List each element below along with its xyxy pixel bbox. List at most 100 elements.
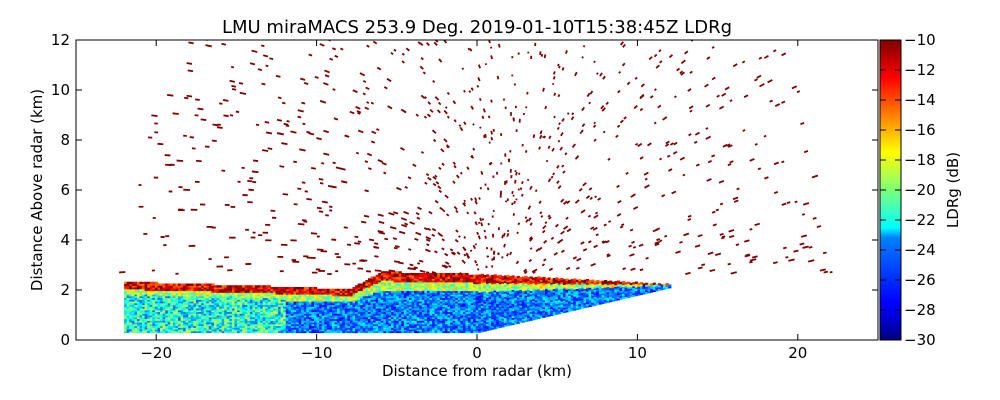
ldr-cell — [347, 299, 351, 302]
ldr-cell — [480, 287, 485, 291]
ldr-cell — [342, 304, 346, 307]
ldr-cell — [303, 327, 307, 330]
ldr-cell — [198, 297, 202, 300]
ldr-cell — [172, 325, 177, 328]
ldr-cell — [393, 327, 397, 330]
ldr-cell — [355, 288, 359, 292]
ldr-cell — [442, 320, 446, 323]
ldr-cell — [480, 307, 485, 310]
ldr-cell — [552, 299, 556, 302]
ldr-cell — [539, 302, 544, 305]
ldr-cell — [306, 327, 310, 330]
ldr-cell — [550, 304, 554, 308]
ldr-cell — [488, 307, 492, 310]
ldr-cell — [419, 295, 423, 299]
ldr-cell — [442, 315, 446, 318]
ldr-cell — [570, 305, 574, 308]
ldr-cell — [165, 308, 169, 311]
ldr-cell — [527, 280, 531, 283]
ldr-cell — [516, 295, 520, 298]
ldr-cell — [545, 283, 549, 286]
ldr-cell — [398, 278, 402, 281]
ldr-cell — [432, 327, 436, 330]
ldr-cell — [462, 280, 467, 283]
ldr-cell — [529, 302, 533, 306]
ldr-cell — [480, 284, 485, 287]
ldr-cell — [154, 294, 159, 297]
ldr-cell — [306, 301, 310, 304]
ldr-cell — [426, 304, 431, 307]
ldr-cell — [339, 301, 343, 304]
ldr-cell — [162, 299, 166, 302]
ldr-cell — [296, 301, 300, 304]
ldr-cell — [465, 294, 469, 297]
ldr-cell — [465, 278, 469, 281]
ldr-cell — [378, 274, 382, 278]
ldr-cell — [211, 288, 215, 292]
ldr-cell — [514, 302, 518, 306]
ldr-cell — [406, 330, 410, 334]
ldr-cell — [362, 325, 366, 328]
ldr-cell — [306, 294, 310, 297]
ldr-cell — [149, 327, 153, 330]
ldr-cell — [319, 322, 323, 325]
ldr-cell — [475, 301, 479, 304]
ldr-cell — [408, 330, 413, 334]
ldr-cell — [475, 290, 479, 293]
ldr-cell — [516, 317, 520, 321]
ldr-cell — [503, 298, 508, 301]
ldr-cell — [249, 287, 254, 290]
ldr-cell — [234, 327, 238, 330]
ldr-cell — [403, 280, 408, 283]
ldr-cell — [257, 302, 261, 306]
ldr-cell — [242, 295, 246, 299]
ldr-cell — [285, 294, 289, 297]
ldr-cell — [488, 321, 492, 324]
ldr-cell — [439, 322, 443, 325]
ldr-cell — [570, 287, 574, 291]
ldr-cell — [468, 311, 472, 314]
ldr-cell — [488, 291, 492, 294]
ldr-cell — [460, 329, 464, 332]
ldr-cell — [439, 302, 443, 306]
ldr-cell — [521, 308, 526, 311]
ldr-cell — [414, 306, 418, 309]
ldr-cell — [154, 299, 159, 302]
ldr-cell — [213, 315, 218, 318]
ldr-cell — [252, 306, 256, 309]
ldr-cell — [149, 322, 153, 325]
ldr-cell — [452, 274, 456, 278]
ldr-cell — [203, 315, 207, 318]
ldr-cell — [408, 290, 413, 293]
ldr-cell — [519, 306, 523, 310]
ldr-cell — [470, 309, 474, 313]
ldr-cell — [560, 306, 564, 309]
ldr-cell — [465, 329, 469, 332]
ldr-cell — [172, 299, 177, 302]
ldr-cell — [272, 295, 277, 299]
ldr-cell — [509, 314, 513, 317]
ldr-cell — [398, 325, 402, 328]
ldr-cell — [393, 295, 397, 299]
ldr-cell — [360, 290, 364, 293]
ldr-cell — [545, 300, 549, 304]
ldr-cell — [342, 295, 346, 299]
ldr-cell — [403, 276, 408, 279]
ldr-cell — [442, 306, 446, 309]
ldr-cell — [288, 290, 292, 293]
ldr-cell — [280, 294, 284, 297]
ldr-cell — [167, 313, 171, 316]
ldr-cell — [480, 308, 485, 312]
ldr-cell — [555, 287, 559, 291]
ldr-cell — [178, 304, 182, 307]
ldr-cell — [555, 293, 559, 296]
ldr-cell — [216, 301, 220, 304]
ldr-cell — [221, 294, 225, 297]
ldr-cell — [139, 302, 143, 306]
ldr-cell — [337, 329, 341, 332]
ldr-cell — [434, 320, 438, 323]
ldr-cell — [242, 322, 246, 325]
ldr-cell — [493, 318, 497, 321]
ldr-cell — [201, 299, 205, 302]
ldr-cell — [534, 317, 538, 320]
